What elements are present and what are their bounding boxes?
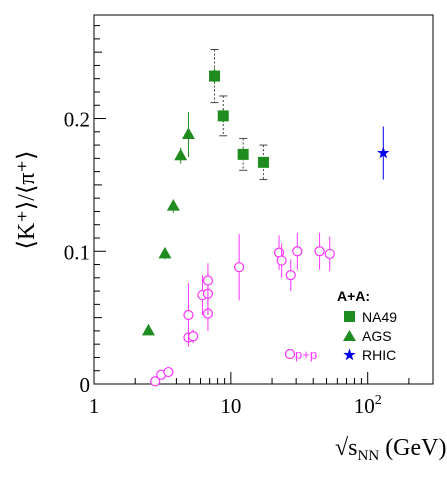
- series-p-p: [150, 232, 335, 387]
- data-point: [174, 148, 188, 161]
- x-axis-label-subscript: NN: [358, 448, 380, 464]
- series-layer: [141, 49, 390, 387]
- data-point: [314, 246, 325, 257]
- data-point: [188, 331, 199, 342]
- data-point: [324, 248, 335, 260]
- data-point: [377, 146, 390, 159]
- data-point: [257, 156, 269, 168]
- data-point: [217, 110, 229, 122]
- y-tick-label: 0: [80, 373, 91, 397]
- x-axis-label-suffix: (GeV): [379, 435, 446, 461]
- series-ags: [141, 111, 195, 336]
- legend-marker-na49: [344, 311, 355, 322]
- legend: A+A: NA49 AGS RHIC: [337, 288, 397, 363]
- series-rhic: [377, 126, 390, 180]
- pp-annotation-marker: [284, 348, 296, 360]
- legend-title: A+A:: [337, 288, 370, 304]
- legend-label-na49: NA49: [362, 309, 397, 325]
- pp-annotation: p+p: [284, 347, 317, 362]
- data-point: [209, 70, 221, 82]
- x-tick-label: 102: [354, 393, 382, 418]
- x-tick-label: 1: [89, 394, 100, 418]
- data-point: [163, 366, 174, 378]
- y-tick-label: 0.1: [64, 240, 90, 264]
- tick-labels: 1 10 102 0 0.1 0.2: [64, 108, 382, 418]
- x-axis-label-prefix: √: [335, 435, 349, 461]
- data-point: [202, 275, 214, 286]
- series-na49: [209, 49, 269, 181]
- y-axis-label: ⟨K⁺⟩/⟨π⁺⟩: [14, 151, 40, 250]
- data-point: [285, 270, 296, 281]
- plot-frame: [93, 14, 434, 385]
- data-point: [158, 246, 172, 259]
- pp-annotation-label: p+p: [295, 347, 317, 362]
- y-tick-label: 0.2: [64, 108, 90, 132]
- y-axis-label-text: ⟨K⁺⟩/⟨π⁺⟩: [14, 151, 40, 250]
- x-tick-label-exponent: 2: [375, 393, 382, 408]
- x-axis-label-base: s: [348, 435, 357, 461]
- data-point: [150, 376, 161, 387]
- data-point: [181, 127, 195, 139]
- data-point: [276, 255, 287, 266]
- x-axis-label-text: √sNN (GeV): [335, 435, 447, 464]
- legend-marker-rhic: [343, 348, 356, 361]
- x-axis-label: √sNN (GeV): [335, 435, 447, 464]
- data-point: [141, 323, 155, 336]
- data-point: [183, 309, 194, 321]
- data-point: [292, 246, 303, 257]
- axes-ticks: [93, 25, 434, 385]
- data-point: [234, 262, 245, 273]
- x-tick-label: 10: [220, 394, 241, 418]
- legend-marker-ags: [343, 330, 356, 341]
- data-point: [237, 148, 249, 160]
- data-point: [166, 199, 180, 211]
- legend-label-rhic: RHIC: [362, 347, 396, 363]
- legend-label-ags: AGS: [362, 328, 392, 344]
